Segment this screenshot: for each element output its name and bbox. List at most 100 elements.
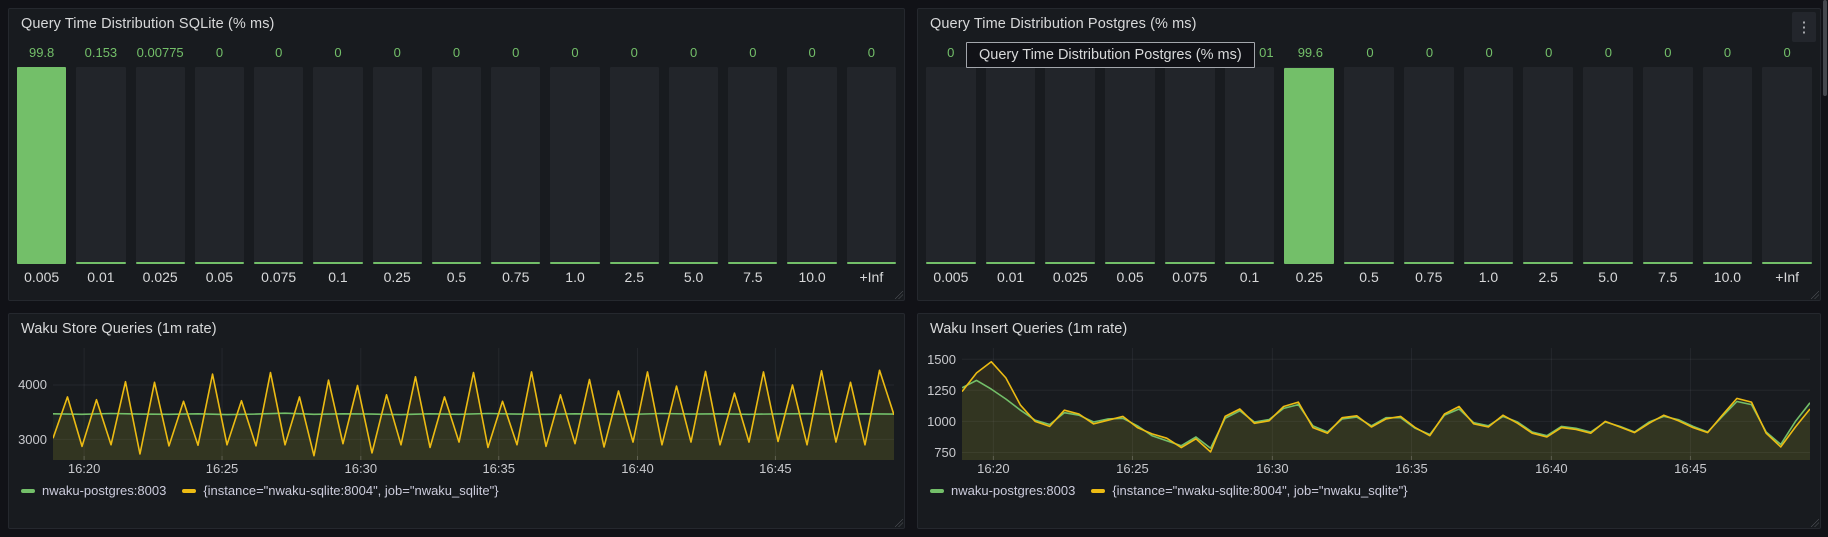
panel-query-time-sqlite: Query Time Distribution SQLite (% ms) 99… — [8, 8, 905, 301]
bucket-label: 0.1 — [1239, 269, 1260, 285]
panel-resize-handle[interactable] — [895, 291, 903, 299]
bar-value-row: 99.8 0.153 0.00775 0 0 0 0 0 0 0 0 0 0 0 0 — [9, 43, 904, 63]
histogram-bar-fill — [728, 262, 778, 264]
legend-series-swatch — [930, 488, 944, 493]
histogram-bar-fill — [1284, 68, 1335, 264]
bar-value-label: 0 — [452, 45, 461, 60]
bucket-label: 0.75 — [1415, 269, 1443, 285]
panel-title[interactable]: Query Time Distribution Postgres (% ms) — [930, 16, 1197, 32]
histogram-bar — [846, 67, 896, 264]
x-axis-tick-label: 16:35 — [482, 461, 515, 476]
histogram-bar-fill — [431, 262, 482, 264]
histogram-bar-fill — [194, 262, 245, 264]
histogram-bar — [372, 67, 422, 264]
plot-area[interactable] — [53, 348, 894, 460]
panel-title[interactable]: Waku Insert Queries (1m rate) — [930, 321, 1128, 337]
bar-value-label: 0 — [275, 45, 283, 60]
scrollbar-thumb[interactable] — [1823, 0, 1827, 96]
bar-value-label: 0 — [1485, 45, 1493, 60]
histogram-bar — [135, 67, 185, 264]
bar-value-label: 0 — [630, 45, 638, 60]
y-axis-tick-label: 1000 — [927, 413, 956, 429]
y-axis-tick-label: 1250 — [927, 382, 956, 398]
y-axis-labels: 4000 3000 — [9, 348, 53, 460]
histogram-bars — [918, 67, 1820, 264]
bar-value-label: 0 — [1366, 45, 1374, 60]
histogram-bar-fill — [1702, 262, 1753, 264]
histogram-bar — [491, 67, 541, 264]
timeseries-chart: 4000 3000 — [9, 348, 894, 460]
y-axis-tick-label: 750 — [934, 445, 956, 461]
histogram-bar — [313, 67, 363, 264]
histogram-bar — [194, 67, 245, 264]
bucket-label: 0.5 — [1359, 269, 1379, 285]
legend-item[interactable]: {instance="nwaku-sqlite:8004", job="nwak… — [1091, 483, 1408, 498]
plot-area[interactable] — [962, 348, 1810, 460]
x-axis-tick-label: 16:20 — [977, 461, 1010, 476]
panel-waku-insert-queries: Waku Insert Queries (1m rate) 1500 1250 10… — [917, 313, 1821, 529]
x-axis-labels: 16:20 16:25 16:30 16:35 16:40 16:45 — [53, 460, 894, 479]
bar-value-label: 0 — [393, 45, 401, 60]
histogram-bar — [1284, 67, 1335, 264]
histogram-bar — [787, 67, 837, 264]
bar-value-label: 0 — [512, 45, 520, 60]
histogram-bar-fill — [76, 262, 126, 264]
y-axis-tick-label: 3000 — [18, 431, 47, 447]
histogram-bar-fill — [1344, 262, 1394, 264]
bar-value-label: 0 — [1664, 45, 1672, 60]
bar-value-label: 0 — [215, 45, 224, 60]
bucket-label: 7.5 — [1657, 269, 1678, 285]
legend-item[interactable]: nwaku-postgres:8003 — [21, 483, 166, 498]
panel-resize-handle[interactable] — [1811, 291, 1819, 299]
legend-series-swatch — [182, 488, 197, 493]
histogram-bar — [550, 67, 600, 264]
bar-value-label: 0 — [1545, 45, 1553, 60]
bar-value-label: 0 — [689, 45, 698, 60]
bar-value-label: 0 — [1723, 45, 1732, 60]
panel-title-tooltip: Query Time Distribution Postgres (% ms) — [966, 42, 1255, 68]
x-axis-tick-label: 16:40 — [621, 461, 654, 476]
histogram-bar-fill — [668, 262, 719, 264]
panel-header: Query Time Distribution SQLite (% ms) — [9, 9, 904, 37]
panel-resize-handle[interactable] — [1811, 519, 1819, 527]
x-axis-tick-label: 16:30 — [1256, 461, 1289, 476]
legend-series-swatch — [21, 488, 35, 493]
histogram-bar — [1224, 67, 1275, 264]
histogram-bar — [1642, 67, 1693, 264]
x-axis-tick-label: 16:25 — [205, 461, 239, 476]
histogram-bars — [9, 67, 904, 264]
x-axis-tick-label: 16:25 — [1116, 461, 1149, 476]
bucket-label: 0.025 — [1052, 269, 1088, 285]
chart-legend: nwaku-postgres:8003 {instance="nwaku-sqli… — [918, 479, 1820, 504]
bucket-label: 0.25 — [1295, 269, 1323, 285]
legend-item[interactable]: nwaku-postgres:8003 — [930, 483, 1075, 498]
panel-title[interactable]: Waku Store Queries (1m rate) — [21, 321, 217, 337]
legend-series-label: {instance="nwaku-sqlite:8004", job="nwak… — [1112, 483, 1408, 498]
bucket-label: 1.0 — [1478, 269, 1499, 285]
panel-title[interactable]: Query Time Distribution SQLite (% ms) — [21, 16, 275, 32]
histogram-bar — [1164, 67, 1215, 264]
legend-series-label: nwaku-postgres:8003 — [951, 483, 1076, 498]
legend-item[interactable]: {instance="nwaku-sqlite:8004", job="nwak… — [182, 483, 499, 498]
bar-value-label: 0 — [1604, 45, 1612, 60]
panel-resize-handle[interactable] — [895, 519, 903, 527]
bucket-label: 0.025 — [142, 269, 178, 285]
panel-header: Query Time Distribution Postgres (% ms) — [918, 9, 1820, 37]
bar-value-label: 0 — [947, 45, 955, 60]
histogram-bar-fill — [135, 262, 185, 264]
legend-series-label: {instance="nwaku-sqlite:8004", job="nwak… — [203, 483, 499, 498]
bar-value-label: 0 — [571, 45, 579, 60]
histogram-bar — [668, 67, 719, 264]
timeseries-chart: 1500 1250 1000 750 — [918, 348, 1810, 460]
bucket-label-row: 0.005 0.01 0.025 0.05 0.075 0.1 0.25 0.5 0.75 1.0… — [918, 265, 1820, 291]
panel-header: Waku Store Queries (1m rate) — [9, 314, 904, 342]
histogram-bar — [431, 67, 482, 264]
panel-query-time-postgres: Query Time Distribution Postgres (% ms) … — [917, 8, 1821, 301]
bucket-label: 0.005 — [24, 269, 60, 285]
bar-value-label: 0.00775 — [136, 45, 184, 60]
bucket-label: 0.005 — [933, 269, 969, 285]
histogram-bar-fill — [609, 262, 659, 264]
kebab-menu-icon[interactable]: ⋮ — [1792, 12, 1816, 42]
histogram-bar — [1105, 67, 1155, 264]
histogram-bar-fill — [1224, 262, 1275, 264]
